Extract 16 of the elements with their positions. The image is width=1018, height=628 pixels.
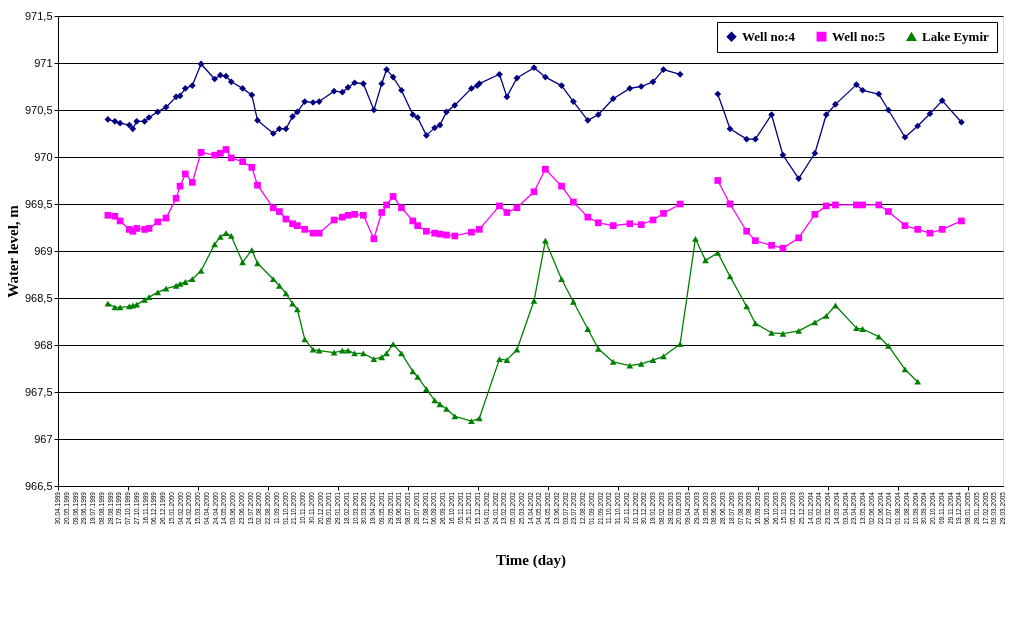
y-axis-title: Water level, m: [4, 204, 21, 298]
legend-label: Well no:4: [742, 28, 796, 44]
y-tick-label: 967,5: [24, 385, 53, 398]
legend-label: Well no:5: [832, 28, 886, 44]
x-axis-title: Time (day): [495, 552, 567, 569]
y-tick-label: 971,5: [24, 9, 53, 22]
y-tick-label: 970: [34, 150, 53, 163]
y-tick-label: 968: [34, 338, 53, 351]
legend-label: Lake Eymir: [922, 28, 990, 44]
y-tick-label: 970,5: [24, 103, 53, 116]
y-tick-label: 969: [34, 244, 53, 257]
y-tick-label: 968,5: [24, 291, 53, 304]
y-tick-label: 969,5: [24, 197, 53, 210]
y-tick-label: 971: [34, 56, 53, 69]
y-tick-label: 967: [34, 432, 53, 445]
y-tick-label: 966,5: [24, 479, 53, 492]
